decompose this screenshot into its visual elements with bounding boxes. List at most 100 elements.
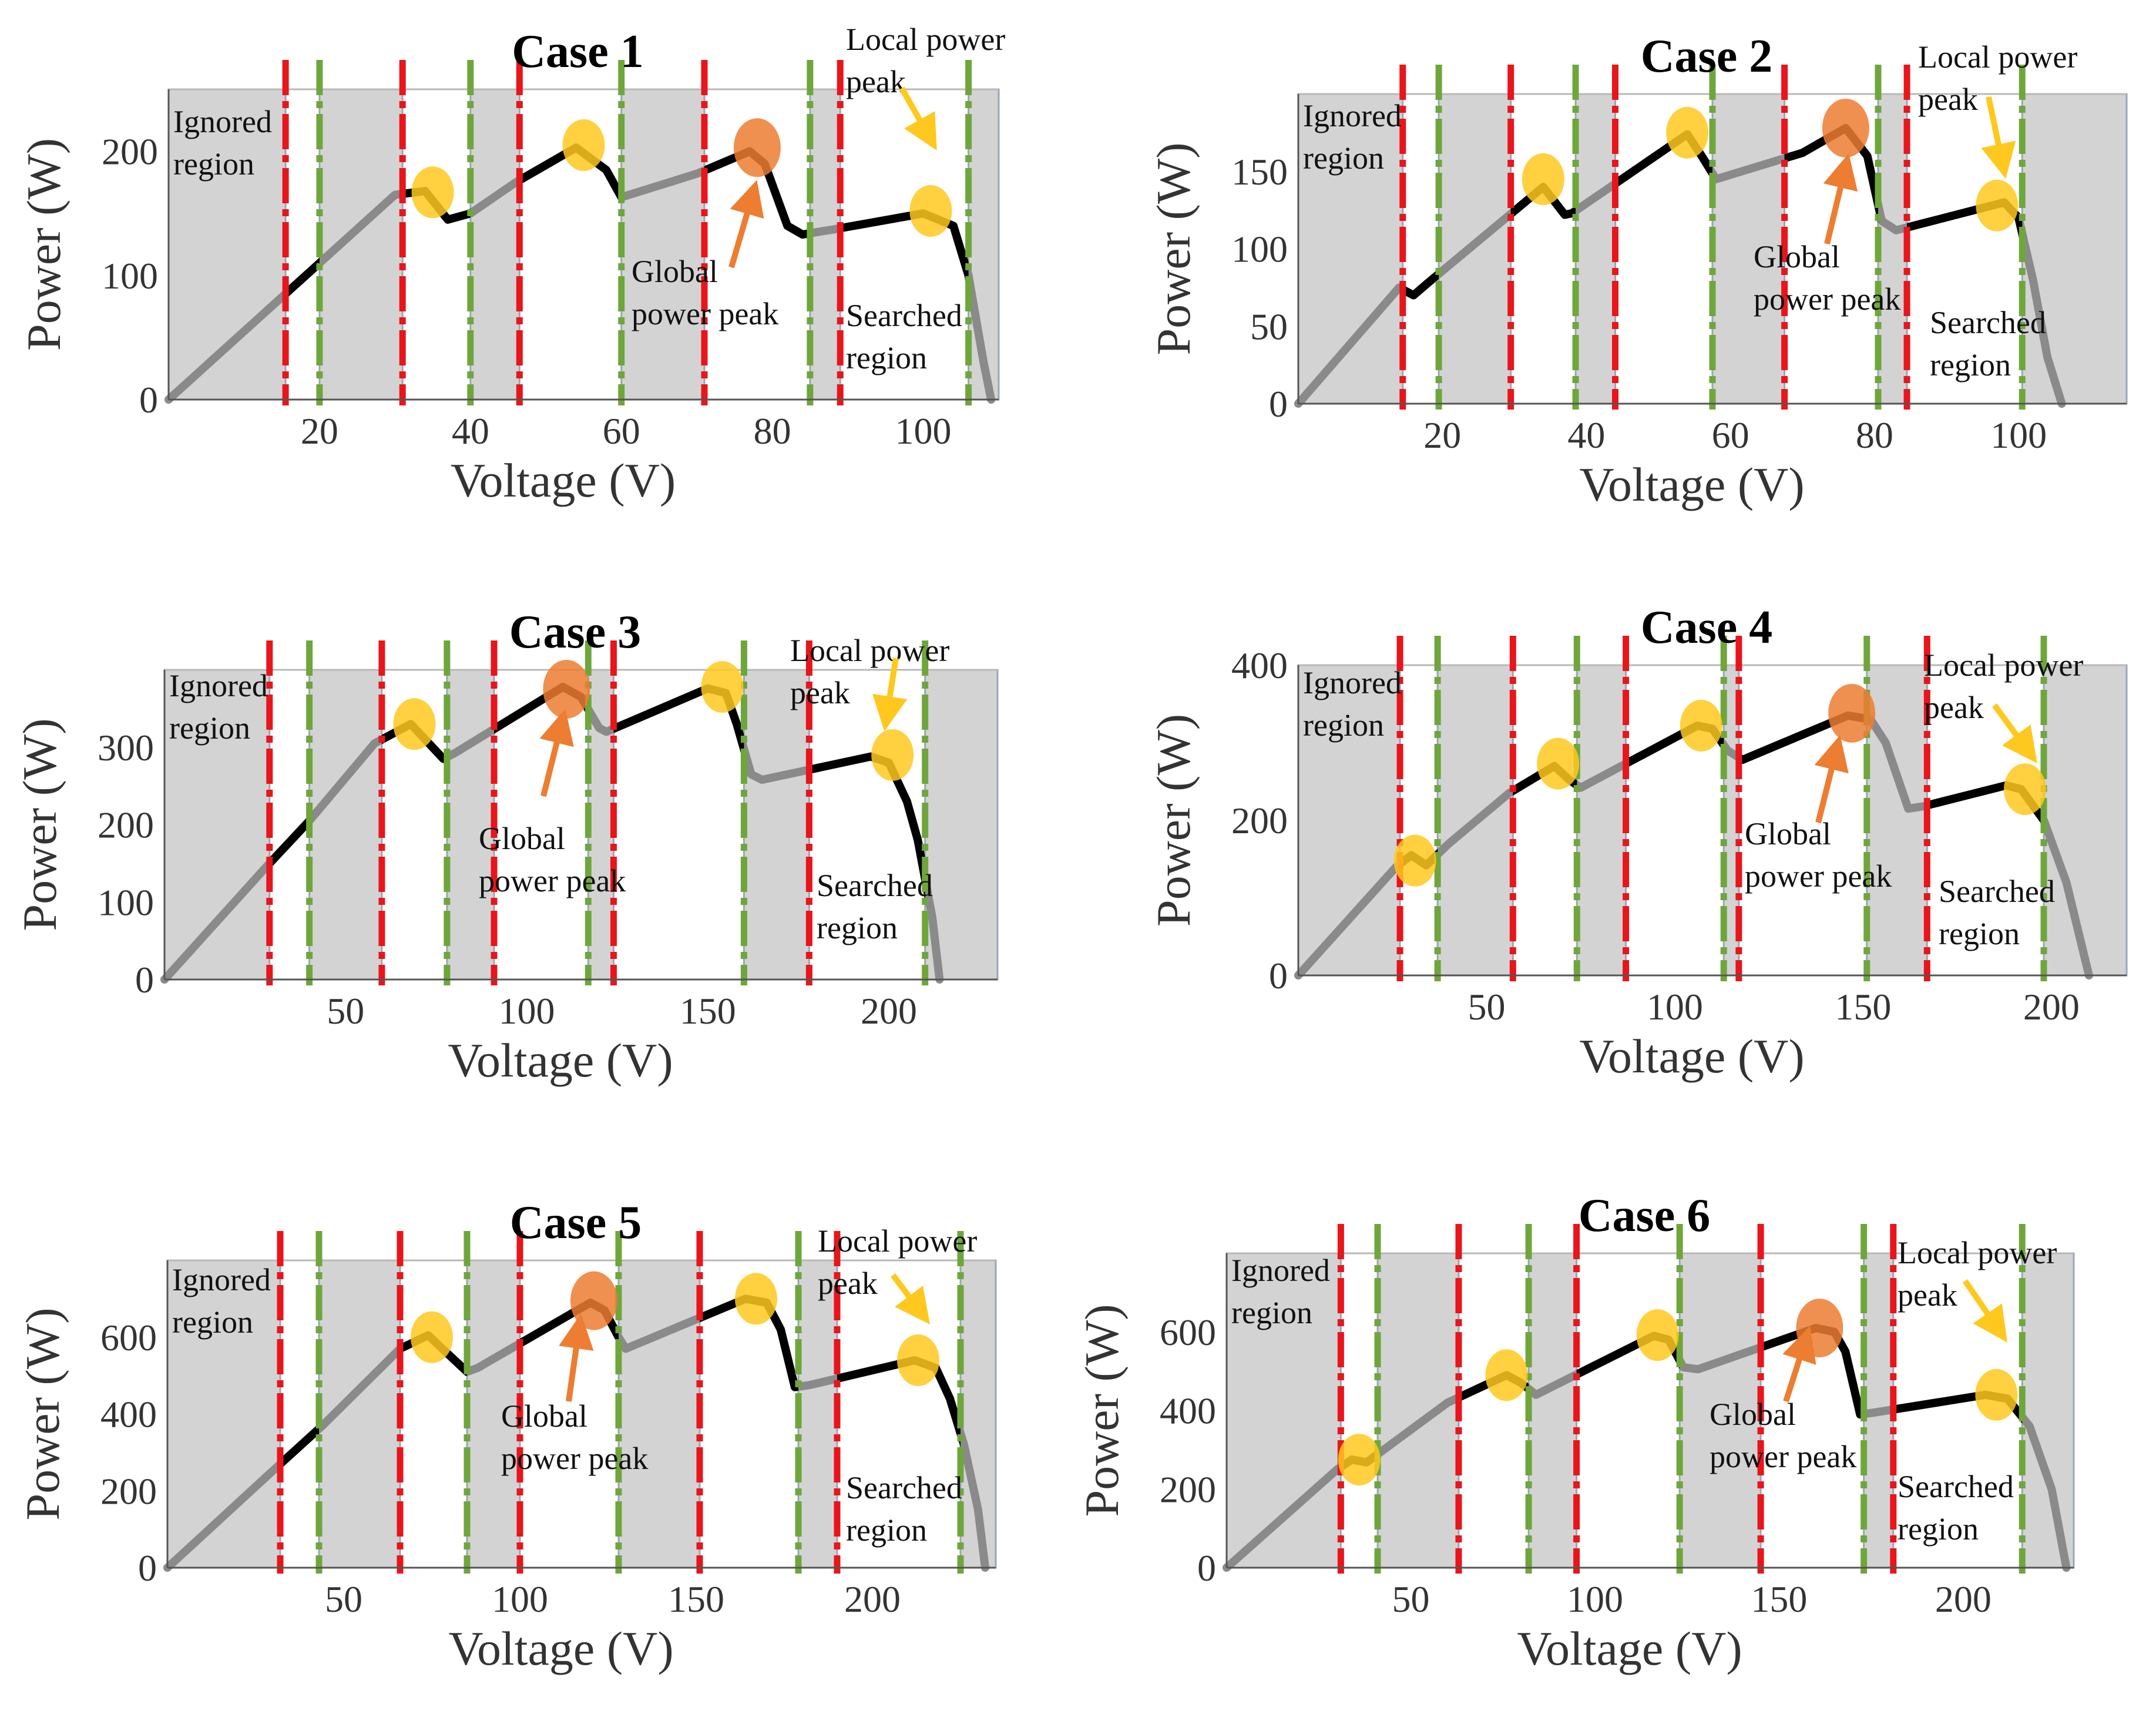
y-tick-label: 400 xyxy=(1231,645,1288,686)
ignored-region-label-line: Ignored xyxy=(172,1262,271,1297)
global-peak-label: Global power peak xyxy=(1754,239,1900,317)
local-peak-marker xyxy=(871,729,914,781)
x-tick-label: 100 xyxy=(1567,1578,1623,1620)
global-peak-label-line: Global xyxy=(632,254,718,289)
x-tick-label: 50 xyxy=(1467,986,1505,1028)
local-peak-marker xyxy=(909,185,952,237)
local-peak-label-line: Local power xyxy=(846,22,1005,57)
ignored-region-label: Ignored region xyxy=(173,104,272,182)
local-peak-label: Local power peak xyxy=(1918,39,2077,117)
x-tick-label: 100 xyxy=(1647,986,1703,1028)
x-tick-label: 60 xyxy=(603,410,640,452)
global-peak-label-line: Global xyxy=(501,1398,587,1434)
y-tick-label: 100 xyxy=(1231,229,1288,270)
global-peak-label-line: Global xyxy=(1754,239,1840,274)
local-peak-label-line: Local power xyxy=(1898,1235,2057,1270)
y-tick-label: 600 xyxy=(1160,1312,1216,1353)
y-tick-label: 100 xyxy=(102,255,158,297)
shaded-region xyxy=(1527,1252,1578,1569)
shaded-region xyxy=(1376,1252,1460,1569)
shaded-region xyxy=(1574,93,1616,405)
y-tick-label: 100 xyxy=(98,881,154,923)
x-axis-label: Voltage (V) xyxy=(448,1622,673,1675)
x-axis-label: Voltage (V) xyxy=(451,454,676,507)
local-peak-arrow-icon xyxy=(1962,1279,2007,1343)
searched-region-label-line: Searched xyxy=(1939,874,2055,909)
chart-title: Case 4 xyxy=(1641,602,1772,653)
local-peak-arrow-icon xyxy=(872,658,908,732)
local-peak-marker xyxy=(411,1311,453,1363)
x-axis-label: Voltage (V) xyxy=(1579,458,1804,511)
local-peak-label: Local power peak xyxy=(1898,1235,2057,1313)
ignored-region-label: Ignored region xyxy=(1231,1253,1330,1330)
y-tick-label: 600 xyxy=(100,1317,157,1359)
local-peak-label-line: Local power xyxy=(790,633,949,668)
x-tick-label: 50 xyxy=(325,1578,362,1620)
y-axis-label: Power (W) xyxy=(1147,714,1200,927)
x-tick-label: 200 xyxy=(861,990,917,1032)
local-peak-marker xyxy=(393,698,436,750)
local-peak-marker xyxy=(701,660,744,713)
global-peak-marker xyxy=(570,1271,617,1330)
x-tick-label: 100 xyxy=(1990,414,2047,456)
y-axis-label: Power (W) xyxy=(1147,142,1200,355)
shaded-region xyxy=(163,669,271,981)
global-peak-arrow-icon xyxy=(539,708,574,797)
ignored-region-label-line: region xyxy=(1303,140,1384,176)
y-axis-label: Power (W) xyxy=(13,718,66,931)
shaded-region xyxy=(2043,664,2128,977)
shaded-region xyxy=(2021,1252,2075,1569)
chart-panel-5: 50 100 150 200 0 200 400 600 Case 5 Voltage (V) Po… xyxy=(16,1197,997,1675)
searched-region-label-line: region xyxy=(1930,347,2011,383)
x-tick-label: 100 xyxy=(895,410,952,452)
y-tick-label: 50 xyxy=(1250,306,1288,347)
searched-region-label: Searched region xyxy=(1898,1469,2014,1547)
local-peak-label-line: peak xyxy=(790,675,850,710)
x-tick-label: 40 xyxy=(452,410,489,452)
shaded-region xyxy=(743,669,810,981)
chart-panel-4: 50 100 150 200 0 200 400 Case 4 Voltage (V) Power… xyxy=(1147,602,2128,1083)
global-peak-arrow-icon xyxy=(728,180,764,269)
y-tick-label: 200 xyxy=(1160,1468,1216,1510)
shaded-region xyxy=(469,88,520,401)
searched-region-label: Searched region xyxy=(1930,305,2046,383)
x-axis-label: Voltage (V) xyxy=(1517,1622,1742,1675)
y-tick-label: 300 xyxy=(98,727,154,769)
global-peak-label-line: power peak xyxy=(479,863,626,898)
local-peak-label-line: peak xyxy=(818,1266,878,1301)
pv-curve-searched xyxy=(837,1356,961,1448)
local-peak-label-line: peak xyxy=(1898,1277,1957,1313)
y-tick-label: 0 xyxy=(135,959,154,1001)
y-tick-label: 150 xyxy=(1231,151,1288,193)
local-peak-marker xyxy=(1636,1309,1679,1361)
y-tick-label: 400 xyxy=(1160,1390,1216,1432)
global-peak-label: Global power peak xyxy=(1710,1397,1856,1474)
x-tick-label: 50 xyxy=(1392,1578,1429,1620)
local-peak-label: Local power peak xyxy=(818,1223,977,1301)
searched-region-label: Searched region xyxy=(1939,874,2055,951)
pv-curve-searched xyxy=(613,684,744,764)
chart-panel-6: 50 100 150 200 0 200 400 600 Case 6 Voltage (V) Po… xyxy=(1075,1190,2075,1675)
ignored-region-label-line: region xyxy=(173,146,254,182)
ignored-region-label-line: region xyxy=(172,1304,253,1340)
local-peak-marker xyxy=(897,1334,939,1386)
y-axis-label: Power (W) xyxy=(17,138,70,351)
local-peak-label-line: Local power xyxy=(1918,39,2077,75)
local-peak-marker xyxy=(735,1273,777,1325)
searched-region-label-line: Searched xyxy=(846,298,962,333)
searched-region-label-line: Searched xyxy=(1898,1469,2014,1504)
searched-region-label-line: region xyxy=(1898,1511,1979,1547)
local-peak-marker xyxy=(1976,179,2019,232)
searched-region-label: Searched region xyxy=(846,298,962,375)
searched-region-label-line: Searched xyxy=(817,868,933,903)
searched-region-label: Searched region xyxy=(846,1470,962,1548)
local-peak-marker xyxy=(1537,737,1580,790)
y-tick-label: 0 xyxy=(1269,383,1288,425)
local-peak-arrow-icon xyxy=(1992,703,2037,764)
searched-region-label-line: region xyxy=(817,910,898,945)
global-peak-label-line: power peak xyxy=(501,1441,648,1476)
global-peak-label: Global power peak xyxy=(1745,816,1892,894)
global-peak-arrow-icon xyxy=(1782,1326,1816,1403)
y-axis-label: Power (W) xyxy=(16,1307,69,1520)
